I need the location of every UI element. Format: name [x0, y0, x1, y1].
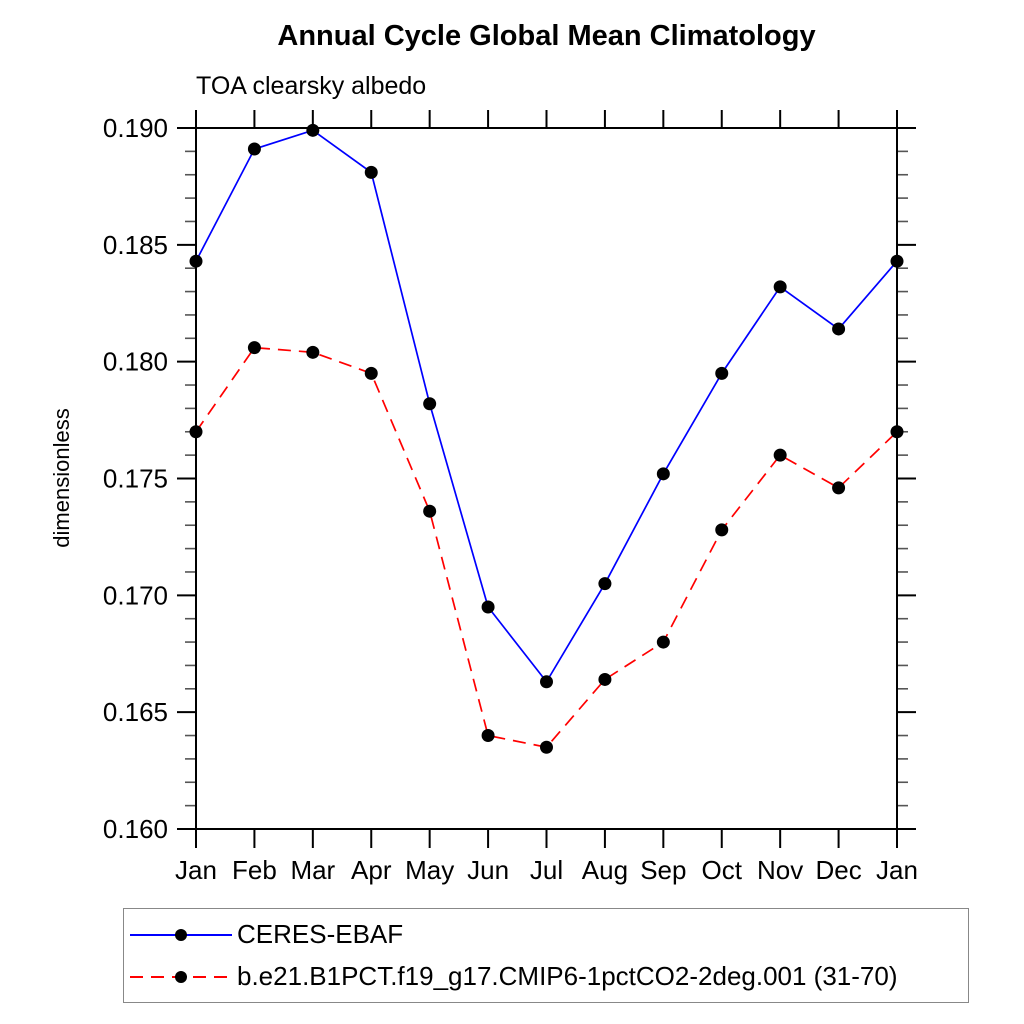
- chart-subtitle: TOA clearsky albedo: [196, 72, 427, 100]
- y-axis-tick-label: 0.180: [103, 347, 168, 377]
- legend-line-sample-solid: [130, 928, 232, 941]
- plot-frame: [195, 127, 898, 830]
- x-axis-tick-label: Dec: [815, 855, 861, 885]
- x-axis-tick-label: Nov: [757, 855, 803, 885]
- data-point-marker: [656, 467, 670, 481]
- legend-sample-marker: [175, 928, 187, 941]
- data-point-marker: [715, 366, 729, 380]
- x-axis-tick-label: Oct: [702, 855, 743, 885]
- data-point-marker: [189, 425, 203, 439]
- legend: CERES-EBAF b.e21.B1PCT.f19_g17.CMIP6-1pc…: [123, 908, 969, 1003]
- data-point-marker: [832, 322, 846, 336]
- x-axis-tick-label: Jun: [467, 855, 509, 885]
- x-axis-tick-label: May: [405, 855, 454, 885]
- data-point-marker: [656, 635, 670, 649]
- y-axis-tick-label: 0.185: [103, 230, 168, 260]
- x-axis-tick-label: Apr: [351, 855, 392, 885]
- x-axis-tick-label: Feb: [232, 855, 277, 885]
- data-point-marker: [364, 165, 378, 179]
- data-point-marker: [773, 280, 787, 294]
- data-point-marker: [890, 254, 904, 268]
- data-point-marker: [189, 254, 203, 268]
- data-point-marker: [832, 481, 846, 495]
- data-point-marker: [481, 729, 495, 743]
- data-point-marker: [306, 345, 320, 359]
- data-point-marker: [247, 341, 261, 355]
- chart-title: Annual Cycle Global Mean Climatology: [277, 20, 816, 52]
- x-axis-tick-label: Sep: [640, 855, 686, 885]
- legend-label: CERES-EBAF: [237, 919, 404, 949]
- legend-label: b.e21.B1PCT.f19_g17.CMIP6-1pctCO2-2deg.0…: [237, 961, 898, 991]
- data-point-marker: [715, 523, 729, 537]
- data-point-marker: [247, 142, 261, 156]
- data-point-marker: [364, 366, 378, 380]
- x-axis-tick-label: Mar: [290, 855, 335, 885]
- data-point-marker: [540, 675, 553, 689]
- x-axis-tick-label: Jul: [530, 855, 563, 885]
- data-point-marker: [481, 600, 495, 614]
- x-axis-tick-label: Jan: [876, 855, 918, 885]
- y-axis-tick-label: 0.190: [103, 113, 168, 143]
- data-point-marker: [598, 577, 612, 591]
- y-axis-tick-label: 0.165: [103, 697, 168, 727]
- x-axis-tick-label: Aug: [582, 855, 628, 885]
- series-line-0: [195, 129, 898, 684]
- y-axis-tick-label: 0.175: [103, 464, 168, 494]
- legend-line-sample-dashed: [130, 970, 232, 983]
- x-axis-tick-label: Jan: [175, 855, 217, 885]
- data-point-marker: [598, 672, 612, 686]
- legend-item: b.e21.B1PCT.f19_g17.CMIP6-1pctCO2-2deg.0…: [128, 958, 968, 996]
- data-point-marker: [423, 504, 437, 518]
- y-axis-tick-label: 0.170: [103, 580, 168, 610]
- legend-item: CERES-EBAF: [128, 916, 968, 954]
- data-point-marker: [423, 397, 437, 411]
- data-point-marker: [773, 448, 787, 462]
- data-point-marker: [306, 123, 320, 137]
- legend-sample-marker: [175, 970, 187, 983]
- data-point-marker: [890, 425, 904, 439]
- y-axis-tick-label: 0.160: [103, 814, 168, 844]
- data-point-marker: [540, 740, 553, 754]
